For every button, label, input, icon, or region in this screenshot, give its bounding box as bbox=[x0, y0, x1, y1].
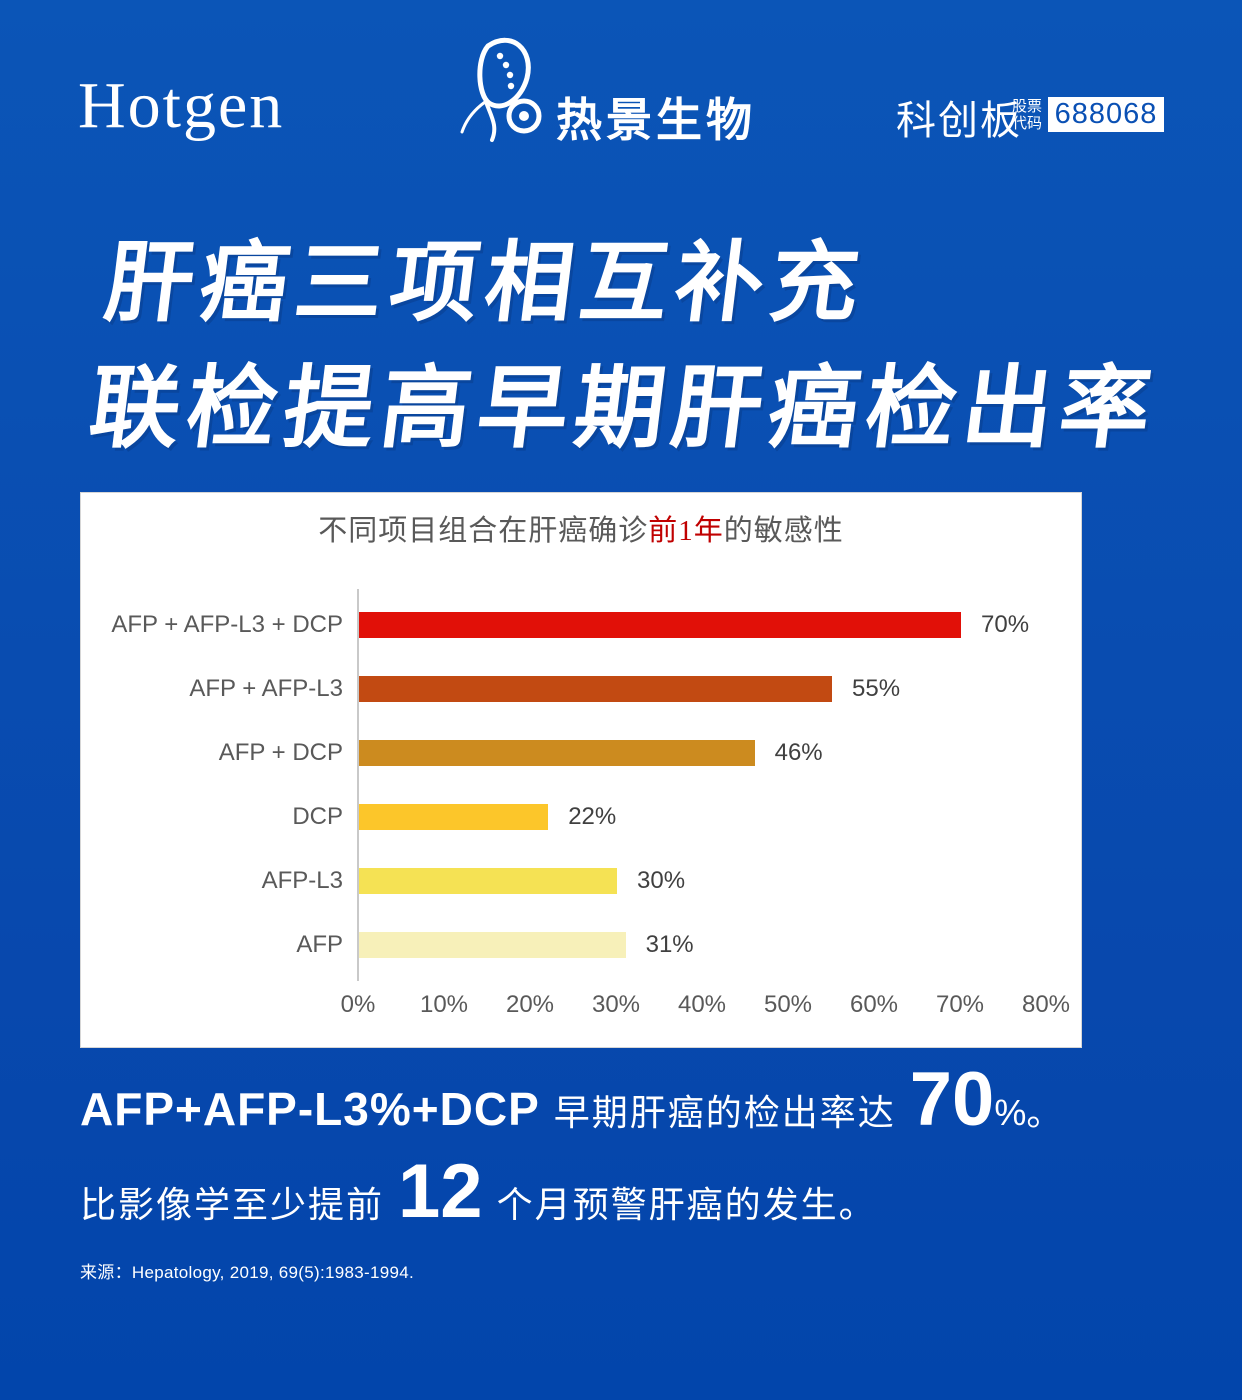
butterfly-icon bbox=[428, 36, 560, 153]
stock-caption-line1: 股票 bbox=[1012, 98, 1043, 115]
x-axis-tick: 0% bbox=[340, 991, 376, 1018]
bar-category-label: AFP + DCP bbox=[218, 739, 343, 766]
bar-category-label: AFP + AFP-L3 + DCP bbox=[111, 611, 343, 638]
hotgen-logo-chinese: 热景生物 bbox=[556, 94, 756, 146]
chart-title-prefix: 不同项目组合在肝癌确诊 bbox=[318, 515, 649, 547]
bar-value-label: 31% bbox=[645, 931, 694, 958]
stock-board-label: 科创板 bbox=[896, 99, 1022, 143]
takeaway-line2-post: 个月预警肝癌的发生。 bbox=[496, 1184, 877, 1225]
headline-line1: 肝癌三项相互补充 bbox=[99, 233, 872, 332]
x-axis-tick: 60% bbox=[849, 991, 899, 1018]
bar bbox=[359, 740, 755, 766]
x-axis-tick: 70% bbox=[935, 991, 985, 1018]
bar bbox=[359, 868, 617, 894]
takeaway-line2-pre: 比影像学至少提前 bbox=[80, 1184, 385, 1225]
x-axis-tick: 80% bbox=[1021, 991, 1071, 1018]
x-axis-tick: 30% bbox=[591, 991, 641, 1018]
source-text: Hepatology, 2019, 69(5):1983-1994. bbox=[131, 1263, 414, 1282]
chart-title: 不同项目组合在肝癌确诊前1年的敏感性 bbox=[81, 507, 1081, 549]
takeaway-line1: AFP+AFP-L3%+DCP 早期肝癌的检出率达 70 %。 bbox=[80, 1062, 1062, 1138]
takeaway-line2: 比影像学至少提前 12 个月预警肝癌的发生。 bbox=[80, 1154, 1062, 1230]
bar bbox=[359, 676, 832, 702]
bar-value-label: 46% bbox=[774, 739, 823, 766]
stock-code-box: 688068 bbox=[1048, 97, 1164, 132]
chart-title-suffix: 的敏感性 bbox=[723, 515, 844, 547]
stock-code-caption: 股票 代码 bbox=[1012, 98, 1042, 132]
x-axis-tick: 40% bbox=[677, 991, 727, 1018]
takeaway-line1-combo: AFP+AFP-L3%+DCP bbox=[80, 1083, 540, 1135]
takeaway-line1-chinese: 早期肝癌的检出率达 bbox=[553, 1092, 896, 1133]
source-label: 来源： bbox=[80, 1263, 132, 1282]
stock-code-value: 688068 bbox=[1054, 98, 1158, 130]
bar-value-label: 55% bbox=[852, 675, 901, 702]
y-axis-line bbox=[357, 589, 359, 981]
takeaway-line1-tail: %。 bbox=[994, 1092, 1063, 1133]
bar-category-label: AFP-L3 bbox=[261, 867, 343, 894]
chart-title-highlight: 前1年 bbox=[648, 515, 724, 547]
bar-value-label: 70% bbox=[981, 611, 1030, 638]
takeaway-line2-big-number: 12 bbox=[398, 1149, 483, 1234]
headline-line2: 联检提高早期肝癌检出率 bbox=[84, 358, 1164, 459]
x-axis-tick: 50% bbox=[763, 991, 813, 1018]
bar bbox=[359, 932, 626, 958]
takeaway-text: AFP+AFP-L3%+DCP 早期肝癌的检出率达 70 %。 比影像学至少提前… bbox=[80, 1062, 1062, 1230]
stock-caption-line2: 代码 bbox=[1012, 115, 1043, 132]
source-citation: 来源：Hepatology, 2019, 69(5):1983-1994. bbox=[80, 1258, 414, 1283]
bar bbox=[359, 804, 549, 830]
main-headline: 肝癌三项相互补充 联检提高早期肝癌检出率 bbox=[84, 233, 1179, 459]
takeaway-line1-big-number: 70 bbox=[909, 1057, 995, 1142]
hotgen-logo-text: Hotgen bbox=[78, 69, 285, 142]
bar-category-label: AFP + AFP-L3 bbox=[189, 675, 343, 702]
bar-chart: 不同项目组合在肝癌确诊前1年的敏感性 AFP + AFP-L3 + DCP 70%… bbox=[80, 492, 1082, 1048]
bar-category-label: DCP bbox=[292, 803, 343, 830]
bar-category-label: AFP bbox=[296, 931, 343, 958]
x-axis-tick: 20% bbox=[505, 991, 555, 1018]
x-axis-tick: 10% bbox=[419, 991, 469, 1018]
bar bbox=[359, 612, 961, 638]
bar-value-label: 30% bbox=[637, 867, 686, 894]
bar-value-label: 22% bbox=[568, 803, 617, 830]
